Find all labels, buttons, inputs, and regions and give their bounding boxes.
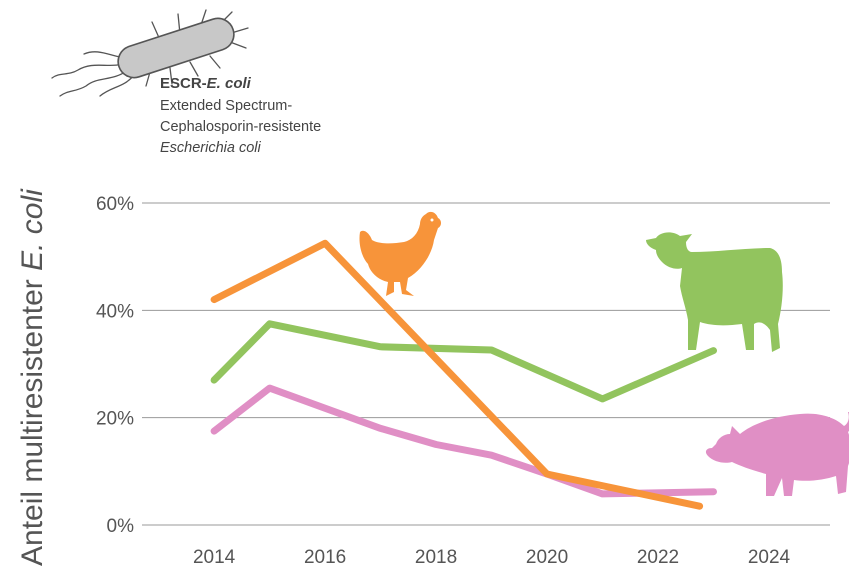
pig-icon [705,412,849,496]
x-tick-label: 2024 [748,547,791,568]
chicken-icon [359,211,441,296]
series-line-cow [210,320,717,403]
series-lines [210,239,717,510]
series-line-pig [210,384,717,498]
y-tick-label: 20% [96,409,134,430]
info-line-1: Extended Spectrum- [160,98,292,114]
cow-icon [646,232,783,352]
info-line-3: Escherichia coli [160,140,262,156]
x-tick-label: 2018 [415,547,457,568]
x-tick-label: 2014 [193,547,236,568]
x-tick-label: 2022 [637,547,679,568]
y-tick-labels: 0% 20% 40% 60% [96,194,134,537]
x-tick-label: 2016 [304,547,346,568]
gridlines [142,202,830,526]
y-tick-label: 60% [96,194,134,215]
series-line-chicken [210,239,704,510]
info-line-2: Cephalosporin-resistente [160,119,321,135]
y-axis-label: Anteil multiresistenter E. coli [16,188,49,566]
y-tick-label: 40% [96,301,134,322]
info-title: ESCR-E. coli [160,75,252,92]
x-tick-labels: 2014 2016 2018 2020 2022 2024 [193,547,791,568]
bacterium-icon [51,9,249,97]
y-tick-label: 0% [107,516,135,537]
x-tick-label: 2020 [526,547,568,568]
